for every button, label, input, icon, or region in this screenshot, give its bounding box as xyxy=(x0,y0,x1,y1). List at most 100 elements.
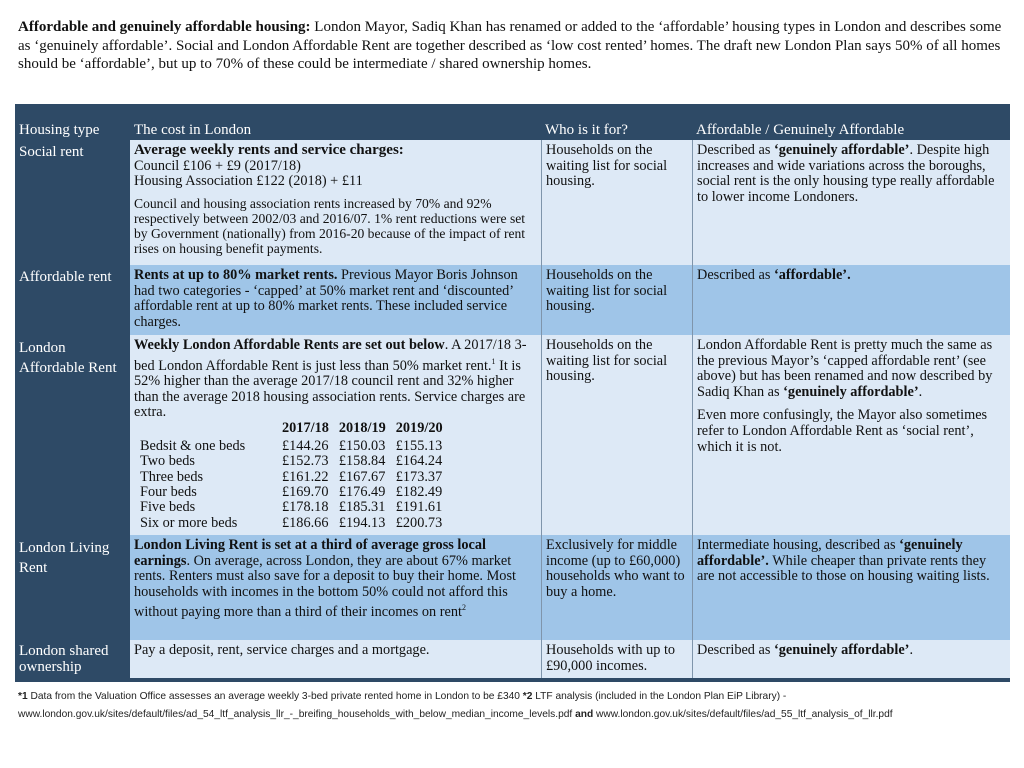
who-cell: Exclusively for middle income (up to £60… xyxy=(541,535,692,640)
type-social-rent: Social rent xyxy=(19,144,84,160)
rent-value: £152.73 xyxy=(282,453,329,470)
rent-row: Four beds £169.70 £176.49 £182.49 xyxy=(140,483,453,500)
afford-text: . xyxy=(918,383,923,400)
rent-value: £176.49 xyxy=(338,483,386,500)
cost-text: Previous Mayor Boris Johnson had two cat… xyxy=(134,267,518,330)
rent-row: Six or more beds £186.66 £194.13 £200.73 xyxy=(140,514,453,531)
cost-text: . A 2017/18 3-bed London Affordable Rent… xyxy=(134,337,527,374)
row-london-affordable-rent: Weekly London Affordable Rents are set o… xyxy=(130,335,1010,535)
afford-text: While cheaper than private rents they ar… xyxy=(697,552,990,585)
afford-text: London Affordable Rent is pretty much th… xyxy=(697,337,993,400)
affordable-cell: Described as ‘genuinely affordable’. Des… xyxy=(692,140,1010,265)
who-cell: Households on the waiting list for socia… xyxy=(541,335,692,535)
rent-value: £194.13 xyxy=(338,514,386,531)
cost-text: It is 52% higher than the average 2017/1… xyxy=(134,357,526,421)
header-cost: The cost in London xyxy=(134,122,252,138)
rent-value: £178.18 xyxy=(282,499,329,516)
affordable-cell: Described as ‘genuinely affordable’. xyxy=(692,640,1010,678)
footnote-text: www.london.gov.uk/sites/default/files/ad… xyxy=(593,709,893,720)
rent-label: Four beds xyxy=(140,483,197,500)
rent-value: £186.66 xyxy=(282,514,329,531)
cost-bold: Rents at up to 80% market rents. xyxy=(134,267,338,283)
footnote-text: LTF analysis (included in the London Pla… xyxy=(18,691,787,720)
cost-bold: London Living Rent is set at a third of … xyxy=(134,537,486,569)
rent-value: £150.03 xyxy=(338,438,386,455)
rent-label: Two beds xyxy=(140,453,195,470)
who-cell: Households on the waiting list for socia… xyxy=(541,265,692,335)
afford-text: . Despite high increases and wide variat… xyxy=(697,142,995,205)
type-affordable-rent: Affordable rent xyxy=(19,269,112,285)
rent-value: £144.26 xyxy=(282,438,329,455)
cost-cell: London Living Rent is set at a third of … xyxy=(130,535,541,640)
affordable-cell: Intermediate housing, described as ‘genu… xyxy=(692,535,1010,640)
affordable-cell: London Affordable Rent is pretty much th… xyxy=(692,335,1010,535)
intro-paragraph: Affordable and genuinely affordable hous… xyxy=(18,18,1008,74)
rent-row: Two beds £152.73 £158.84 £164.24 xyxy=(140,453,453,470)
cost-line: Council £106 + £9 (2017/18) xyxy=(134,157,301,174)
footnote-text: Data from the Valuation Office assesses … xyxy=(27,691,523,702)
cost-heading: Average weekly rents and service charges… xyxy=(134,142,404,158)
year-header: 2019/20 xyxy=(395,419,443,436)
footnote-marker: *2 xyxy=(522,691,533,702)
row-affordable-rent: Rents at up to 80% market rents. Previou… xyxy=(130,265,1010,335)
intro-text: London Mayor, Sadiq Khan has renamed or … xyxy=(18,19,1002,72)
rent-value: £173.37 xyxy=(395,468,443,485)
footnote-ref: 1 xyxy=(491,356,496,366)
row-london-shared-ownership: Pay a deposit, rent, service charges and… xyxy=(130,640,1010,678)
type-london-living-rent: London Living Rent xyxy=(19,540,110,576)
cost-cell: Average weekly rents and service charges… xyxy=(130,140,541,265)
housing-table: Housing type The cost in London Who is i… xyxy=(15,104,1010,682)
afford-text: Intermediate housing, described as xyxy=(697,537,900,553)
afford-paragraph: Even more confusingly, the Mayor also so… xyxy=(697,407,988,455)
header-who: Who is it for? xyxy=(545,122,628,138)
who-cell: Households with up to £90,000 incomes. xyxy=(541,640,692,678)
rent-label: Three beds xyxy=(140,468,204,485)
cost-text: . On average, across London, they are ab… xyxy=(134,552,516,621)
rent-label: Five beds xyxy=(140,499,196,516)
footnotes: *1 Data from the Valuation Office assess… xyxy=(18,688,1008,724)
rent-label: Six or more beds xyxy=(140,514,238,531)
afford-bold: ‘genuinely affordable’ xyxy=(774,142,910,158)
cost-bold: Weekly London Affordable Rents are set o… xyxy=(134,337,445,353)
rent-value: £169.70 xyxy=(282,483,329,500)
rent-row: Bedsit & one beds £144.26 £150.03 £155.13 xyxy=(140,438,453,455)
who-cell: Households on the waiting list for socia… xyxy=(541,140,692,265)
footnote-ref: 2 xyxy=(461,603,466,613)
header-housing-type: Housing type xyxy=(19,122,100,138)
cost-line: Housing Association £122 (2018) + £11 xyxy=(134,173,363,190)
type-london-shared-ownership: London shared ownership xyxy=(19,643,109,675)
rent-value: £161.22 xyxy=(282,468,329,485)
footnote-and: and xyxy=(575,709,594,720)
rent-value: £155.13 xyxy=(395,438,443,455)
rent-value: £158.84 xyxy=(338,453,386,470)
header-affordable: Affordable / Genuinely Affordable xyxy=(696,122,905,138)
rent-label: Bedsit & one beds xyxy=(140,438,246,455)
row-social-rent: Average weekly rents and service charges… xyxy=(130,140,1010,265)
afford-bold: ‘genuinely affordable’ xyxy=(774,642,910,658)
cost-cell: Pay a deposit, rent, service charges and… xyxy=(134,642,430,658)
afford-bold: ‘genuinely affordable’. xyxy=(697,537,963,569)
afford-text: . xyxy=(909,642,914,658)
row-london-living-rent: London Living Rent is set at a third of … xyxy=(130,535,1010,640)
afford-bold: ‘affordable’. xyxy=(774,267,851,283)
rents-table: 2017/18 2018/19 2019/20 Bedsit & one beds £… xyxy=(140,419,453,531)
cost-cell: Weekly London Affordable Rents are set o… xyxy=(130,335,541,535)
afford-text: Described as xyxy=(697,642,775,658)
intro-heading: Affordable and genuinely affordable hous… xyxy=(18,19,311,35)
rent-value: £182.49 xyxy=(395,483,443,500)
cost-cell: Rents at up to 80% market rents. Previou… xyxy=(130,265,541,335)
afford-bold: ‘genuinely affordable’ xyxy=(783,383,919,400)
year-header: 2017/18 xyxy=(282,419,329,436)
affordable-cell: Described as ‘affordable’. xyxy=(692,265,1010,335)
rent-value: £164.24 xyxy=(395,453,443,470)
rent-value: £191.61 xyxy=(395,499,443,516)
type-london-affordable-rent: London Affordable Rent xyxy=(19,340,117,376)
rent-row: Five beds £178.18 £185.31 £191.61 xyxy=(140,499,453,516)
footnote-marker: *1 xyxy=(18,691,28,702)
afford-text: Described as xyxy=(697,142,775,158)
year-header: 2018/19 xyxy=(338,419,386,436)
rent-value: £185.31 xyxy=(338,499,386,516)
rent-value: £167.67 xyxy=(338,468,386,485)
afford-text: Described as xyxy=(697,267,775,283)
rent-row: Three beds £161.22 £167.67 £173.37 xyxy=(140,468,453,485)
